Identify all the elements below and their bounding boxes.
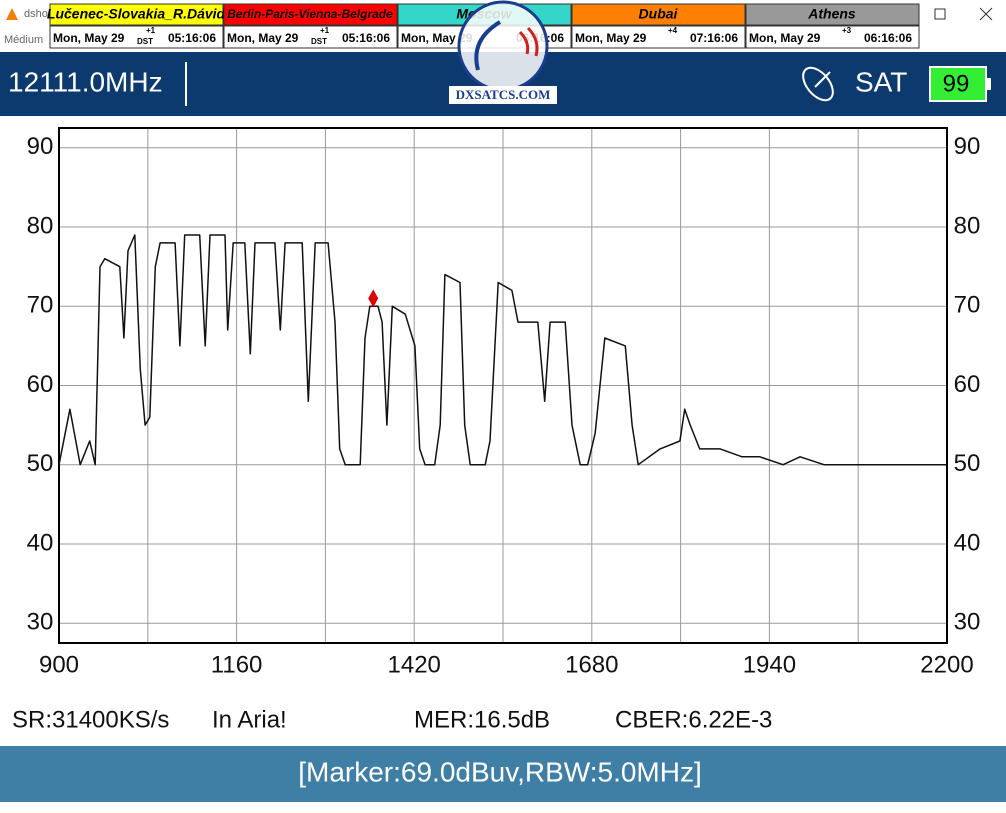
app-subtitle: Médium xyxy=(4,34,43,46)
clock-city: Athens xyxy=(807,6,856,22)
clock-body xyxy=(49,25,224,49)
y-tick-label-right: 70 xyxy=(954,292,981,319)
x-tick-label: 1420 xyxy=(388,651,441,678)
clock-date: Mon, May 29 xyxy=(575,31,647,45)
y-tick-label-right: 80 xyxy=(954,212,981,239)
clock-body xyxy=(745,25,920,49)
spectrum-chart: 30 30 40 40 50 50 60 60 70 70 80 80 90 90 900 1160 1420 1… xyxy=(27,127,981,678)
clock-body xyxy=(571,25,746,49)
y-tick-label: 90 xyxy=(27,133,54,160)
clock-city: Dubai xyxy=(639,6,679,22)
y-tick-label: 80 xyxy=(27,212,54,239)
logo: DXSATCS.COM xyxy=(449,0,557,104)
y-tick-label: 60 xyxy=(27,371,54,398)
clock-city: Lučenec-Slovakia_R.Dávid xyxy=(47,6,226,22)
x-tick-label: 900 xyxy=(39,651,79,678)
y-tick-label-right: 40 xyxy=(954,529,981,556)
y-tick-label: 50 xyxy=(27,450,54,477)
clock-date: Mon, May 29 xyxy=(401,31,473,45)
marker xyxy=(368,289,379,308)
x-tick-label: 1160 xyxy=(211,651,263,678)
app-title: dsho xyxy=(24,8,48,20)
clock-offset: +3 xyxy=(842,26,852,35)
y-tick-label-right: 30 xyxy=(954,609,981,636)
clock-dst: DST xyxy=(137,37,153,46)
clock-time: 05:16:06 xyxy=(168,31,216,45)
symbol-rate: SR:31400KS/s xyxy=(12,706,169,733)
x-tick-label: 1940 xyxy=(743,651,796,678)
clock-date: Mon, May 29 xyxy=(53,31,125,45)
clock-date: Mon, May 29 xyxy=(749,31,821,45)
y-tick-label-right: 50 xyxy=(954,450,981,477)
clock-offset: +4 xyxy=(668,26,678,35)
maximize-button[interactable] xyxy=(934,8,946,20)
battery xyxy=(929,66,987,102)
y-tick-label: 30 xyxy=(27,609,54,636)
clock-time: 06:16:06 xyxy=(864,31,912,45)
clock-city: Berlin-Paris-Vienna-Belgrade xyxy=(227,7,393,21)
clock-body xyxy=(223,25,398,49)
app-icon xyxy=(6,8,18,20)
clock-offset: +1 xyxy=(146,26,156,35)
clock-header xyxy=(571,3,746,26)
footer-bar xyxy=(0,746,1006,802)
y-tick-label-right: 60 xyxy=(954,371,981,398)
clock-header xyxy=(49,3,224,26)
lock-state: In Aria! xyxy=(212,706,287,733)
y-tick-label: 70 xyxy=(27,292,54,319)
clock-date: Mon, May 29 xyxy=(227,31,299,45)
cber: CBER:6.22E-3 xyxy=(615,706,772,733)
close-button[interactable] xyxy=(979,7,993,21)
logo-text: DXSATCS.COM xyxy=(456,87,551,102)
battery-tip xyxy=(986,78,991,90)
plot-frame xyxy=(58,127,948,644)
clock-time: 05:16:06 xyxy=(342,31,390,45)
y-tick-label: 40 xyxy=(27,529,54,556)
spectrum-trace xyxy=(58,234,947,466)
mode: SAT xyxy=(855,66,907,97)
mer: MER:16.5dB xyxy=(414,706,550,733)
dish-icon xyxy=(802,66,834,102)
marker-readout: [Marker:69.0dBuv,RBW:5.0MHz] xyxy=(298,756,702,787)
battery-level: 99 xyxy=(943,70,970,97)
frequency: 12111.0MHz xyxy=(8,66,163,97)
y-tick-label-right: 90 xyxy=(954,133,981,160)
clock-offset: +1 xyxy=(320,26,330,35)
x-tick-label: 1680 xyxy=(565,651,618,678)
x-tick-label: 2200 xyxy=(920,651,973,678)
clock-dst: DST xyxy=(311,37,327,46)
clock-header xyxy=(745,3,920,26)
clock-time: 07:16:06 xyxy=(690,31,738,45)
clock-header xyxy=(223,3,398,26)
